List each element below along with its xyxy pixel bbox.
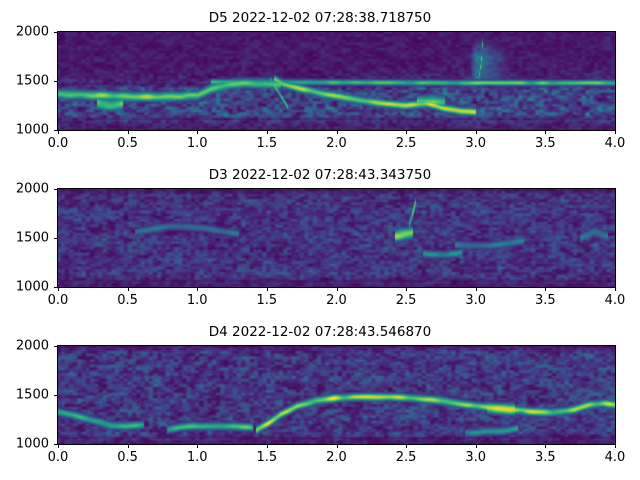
x-tick-label: 4.0: [604, 450, 626, 465]
y-tickmark: [53, 238, 57, 239]
x-tick-label: 0.0: [47, 450, 69, 465]
y-tickmark: [53, 81, 57, 82]
x-tick-label: 0.5: [117, 450, 138, 465]
y-tick-label: 1500: [15, 387, 49, 403]
x-tick-label: 3.0: [465, 136, 487, 151]
x-tickmark: [266, 287, 268, 291]
y-tick-label: 1000: [15, 279, 49, 295]
spectrogram-canvas: [58, 346, 615, 444]
y-tickmark: [53, 287, 57, 288]
x-tickmark: [58, 130, 59, 134]
x-tickmark: [615, 444, 616, 448]
y-tick-label: 2000: [15, 24, 49, 40]
x-tickmark: [545, 444, 547, 448]
y-tickmark: [53, 189, 57, 190]
x-tickmark: [336, 444, 338, 448]
x-tickmark: [58, 287, 59, 291]
x-tick-label: 3.5: [535, 136, 556, 151]
y-tick-label: 1500: [15, 230, 49, 246]
y-tickmark: [53, 32, 57, 33]
x-tickmark: [58, 444, 59, 448]
panel-title: D3 2022-12-02 07:28:43.343750: [208, 167, 432, 183]
x-tick-label: 3.0: [465, 293, 487, 308]
x-tickmark: [475, 130, 477, 134]
x-tickmark: [197, 287, 199, 291]
y-tick-label: 1000: [15, 122, 49, 138]
panel-title: D5 2022-12-02 07:28:38.718750: [208, 10, 432, 26]
x-tickmark: [197, 444, 199, 448]
x-tickmark: [475, 287, 477, 291]
x-tickmark: [197, 130, 199, 134]
x-tick-label: 2.0: [326, 450, 347, 465]
x-tick-label: 2.5: [395, 293, 417, 308]
x-tick-label: 3.0: [465, 450, 487, 465]
x-tick-label: 2.0: [326, 293, 347, 308]
x-tickmark: [615, 287, 616, 291]
x-tickmark: [127, 287, 129, 291]
x-tick-label: 0.5: [117, 293, 138, 308]
x-tickmark: [615, 130, 616, 134]
x-tick-label: 1.5: [256, 293, 278, 308]
x-tick-label: 1.0: [186, 136, 208, 151]
x-tick-label: 1.0: [186, 450, 208, 465]
x-tickmark: [127, 444, 129, 448]
x-tick-label: 1.5: [256, 450, 278, 465]
y-tickmark: [53, 395, 57, 396]
x-tick-label: 0.0: [47, 136, 69, 151]
x-tick-label: 1.5: [256, 136, 278, 151]
y-tick-label: 2000: [15, 338, 49, 354]
x-tickmark: [406, 130, 408, 134]
x-tick-label: 2.0: [326, 136, 347, 151]
x-tick-label: 4.0: [604, 136, 626, 151]
y-tickmark: [53, 346, 57, 347]
x-tick-label: 4.0: [604, 293, 626, 308]
spectrogram-image-1: [57, 31, 616, 131]
y-tick-label: 2000: [15, 181, 49, 197]
spectrogram-canvas: [58, 189, 615, 287]
x-tickmark: [406, 444, 408, 448]
x-tickmark: [336, 287, 338, 291]
x-tick-label: 3.5: [535, 450, 556, 465]
x-tick-label: 2.5: [395, 136, 417, 151]
x-tickmark: [475, 444, 477, 448]
x-tick-label: 0.5: [117, 136, 138, 151]
x-tickmark: [266, 444, 268, 448]
spectrogram-canvas: [58, 32, 615, 130]
x-tick-label: 3.5: [535, 293, 556, 308]
spectrogram-image-3: [57, 345, 616, 445]
x-tickmark: [406, 287, 408, 291]
x-tickmark: [336, 130, 338, 134]
panel-title: D4 2022-12-02 07:28:43.546870: [208, 324, 432, 340]
y-tickmark: [53, 130, 57, 131]
y-tick-label: 1000: [15, 436, 49, 452]
x-tick-label: 2.5: [395, 450, 417, 465]
x-tickmark: [545, 130, 547, 134]
x-tick-label: 1.0: [186, 293, 208, 308]
spectrogram-image-2: [57, 188, 616, 288]
y-tick-label: 1500: [15, 73, 49, 89]
x-tickmark: [127, 130, 129, 134]
x-tickmark: [545, 287, 547, 291]
y-tickmark: [53, 444, 57, 445]
x-tickmark: [266, 130, 268, 134]
x-tick-label: 0.0: [47, 293, 69, 308]
